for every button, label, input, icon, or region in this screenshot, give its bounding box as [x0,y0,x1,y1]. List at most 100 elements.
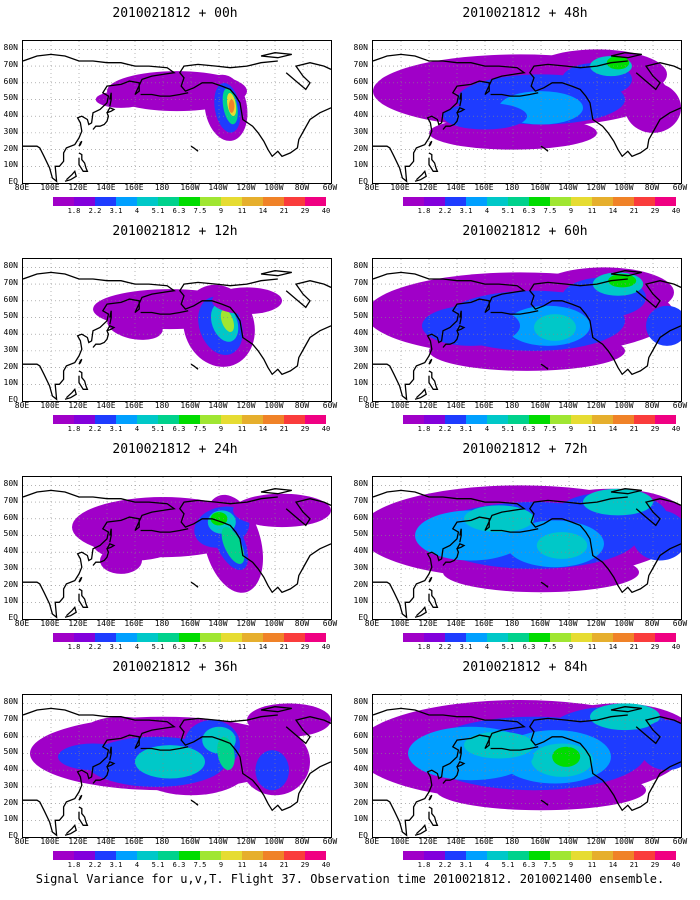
color-scale-swatch [158,415,179,424]
map-plot [22,694,332,838]
coastline [428,576,433,583]
latitude-tick-label: 80N [3,697,18,707]
color-scale-label: 40 [671,207,681,215]
color-scale-swatch [445,851,466,860]
color-scale-swatch [179,197,200,206]
color-scale-swatch [424,415,445,424]
longitude-tick-label: 60W [672,619,688,628]
color-scale-label: 2.2 [88,643,102,651]
coastline [540,145,549,152]
color-scale-swatch [466,197,487,206]
color-scale-label: 6.3 [172,207,186,215]
color-scale-swatch [613,415,634,424]
longitude-tick-label: 120E [68,837,88,846]
coastline [140,92,189,97]
map-plot [372,40,682,184]
color-scale-label: 21 [629,643,639,651]
color-scale-label: 11 [237,861,247,869]
latitude-tick-label: 10N [353,160,368,170]
color-scale-swatch [158,633,179,642]
color-scale-label: 6.3 [522,207,536,215]
color-scale-label: 11 [237,643,247,651]
longitude-tick-label: 120E [418,183,438,192]
color-scale-label: 14 [258,643,268,651]
longitude-tick-label: 80W [294,183,310,192]
latitude-tick-label: 60N [3,512,18,522]
longitude-tick-label: 160W [530,401,550,410]
color-scale-swatch [424,851,445,860]
color-scale-label: 3.1 [109,861,123,869]
latitude-tick-label: 30N [3,780,18,790]
coastline [78,358,83,365]
color-scale-swatch [221,415,242,424]
color-scale-label: 1.8 [67,861,81,869]
color-scale-swatch [550,851,571,860]
coastline [78,370,89,390]
color-scale-label: 5.1 [151,207,165,215]
map-svg [373,259,681,401]
coastline [190,799,199,806]
color-scale-swatch [200,415,221,424]
coastline [178,278,331,376]
color-scale-bar [403,197,676,206]
coastline [428,806,439,826]
color-scale-label: 2.2 [438,425,452,433]
map-plot [22,40,332,184]
map-plot [372,694,682,838]
coastline [92,760,116,784]
coastline [260,706,292,713]
color-scale-swatch [634,197,655,206]
color-scale-swatch [221,851,242,860]
color-scale-label: 4 [484,861,490,869]
color-scale-label: 3.1 [459,207,473,215]
coastline [109,310,112,325]
coastline [92,106,116,130]
longitude-tick-label: 120E [68,401,88,410]
longitude-tick-label: 160E [124,837,144,846]
color-scale-label: 29 [300,643,310,651]
color-scale-swatch [305,415,326,424]
color-scale-swatch [284,851,305,860]
latitude-tick-label: 60N [353,76,368,86]
color-scale-label: 7.5 [543,861,557,869]
color-scale-label: 29 [300,425,310,433]
longitude-tick-label: 100E [390,401,410,410]
longitude-tick-label: 120E [418,837,438,846]
panel-title: 2010021812 + 48h [462,6,588,21]
color-scale-swatch [592,197,613,206]
longitude-tick-label: 160W [180,401,200,410]
longitude-tick-label: 160E [474,837,494,846]
coastline [23,707,176,837]
color-scale-swatch [263,197,284,206]
color-scale-label: 14 [608,861,618,869]
latitude-tick-label: 50N [353,311,368,321]
panel-title: 2010021812 + 00h [112,6,238,21]
longitude-tick-label: 100E [390,619,410,628]
color-scale-label: 21 [629,861,639,869]
coastline [373,53,526,183]
color-scale-swatch [466,851,487,860]
longitude-tick-label: 160E [474,183,494,192]
panel-title: 2010021812 + 72h [462,442,588,457]
color-scale-swatch [221,197,242,206]
latitude-tick-label: 10N [3,814,18,824]
color-scale-swatch [158,197,179,206]
color-scale-swatch [53,851,74,860]
coastline [459,528,462,543]
latitude-tick-label: EQ [358,395,368,404]
color-scale-swatch [263,851,284,860]
latitude-tick-label: 30N [353,562,368,572]
longitude-tick-label: 80E [364,619,380,628]
coastline [428,358,433,365]
color-scale-swatch [263,633,284,642]
longitude-tick-label: 100W [264,619,284,628]
color-scale-swatch [116,415,137,424]
latitude-tick-label: 60N [3,730,18,740]
longitude-tick-label: 120E [418,619,438,628]
coastline [285,62,331,91]
color-scale-label: 7.5 [193,207,207,215]
color-scale-label: 6.3 [522,425,536,433]
longitude-tick-label: 80E [14,401,30,410]
longitude-tick-label: 100W [614,183,634,192]
color-scale-label: 3.1 [109,643,123,651]
